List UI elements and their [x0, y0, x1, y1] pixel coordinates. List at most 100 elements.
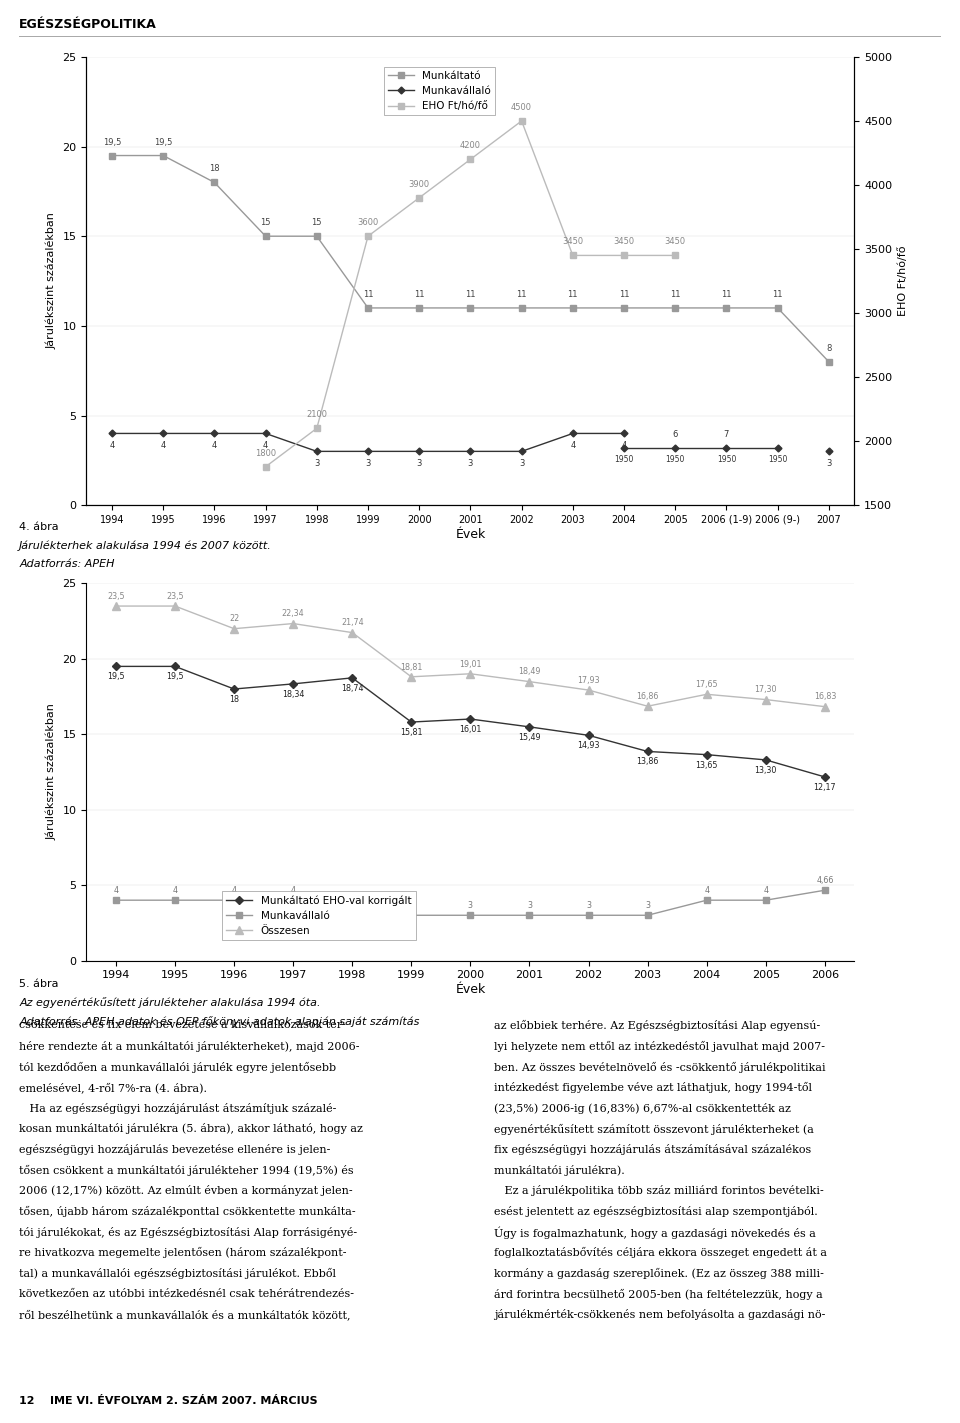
Text: 12,17: 12,17 [813, 783, 836, 793]
Text: 3: 3 [468, 901, 473, 909]
Text: 3: 3 [409, 901, 414, 909]
Text: 3: 3 [314, 458, 320, 468]
Text: 4: 4 [212, 441, 217, 450]
Text: Ez a járulékpolitika több száz milliárd forintos bevételki-: Ez a járulékpolitika több száz milliárd … [494, 1185, 824, 1197]
Text: 4: 4 [263, 441, 268, 450]
Text: 3450: 3450 [664, 238, 685, 246]
Text: 1800: 1800 [255, 448, 276, 458]
Text: következően az utóbbi intézkedésnél csak tehérátrendezés-: következően az utóbbi intézkedésnél csak… [19, 1289, 354, 1299]
Text: 19,5: 19,5 [166, 673, 183, 682]
Text: 4: 4 [763, 887, 768, 895]
Text: 15: 15 [260, 218, 271, 228]
Text: 21,74: 21,74 [341, 619, 364, 628]
Text: 3: 3 [645, 901, 650, 909]
Text: 11: 11 [363, 290, 373, 299]
X-axis label: Évek: Évek [455, 528, 486, 541]
Text: 11: 11 [721, 290, 732, 299]
X-axis label: Évek: Évek [455, 983, 486, 996]
Text: tól kezdődően a munkavállalói járulék egyre jelentősebb: tól kezdődően a munkavállalói járulék eg… [19, 1062, 336, 1073]
Text: 4: 4 [113, 887, 118, 895]
Text: 17,65: 17,65 [695, 680, 718, 689]
Text: 19,5: 19,5 [154, 138, 173, 147]
Text: 4. ábra: 4. ábra [19, 522, 59, 532]
Text: egészségügyi hozzájárulás bevezetése ellenére is jelen-: egészségügyi hozzájárulás bevezetése ell… [19, 1144, 330, 1155]
Text: Ha az egészségügyi hozzájárulást átszámítjuk százalé-: Ha az egészségügyi hozzájárulást átszámí… [19, 1103, 337, 1114]
Text: 1950: 1950 [768, 454, 787, 464]
Text: 3: 3 [468, 458, 473, 468]
Text: 18: 18 [209, 165, 220, 174]
Text: 4: 4 [160, 441, 166, 450]
Text: 12    IME VI. ÉVFOLYAM 2. SZÁM 2007. MÁRCIUS: 12 IME VI. ÉVFOLYAM 2. SZÁM 2007. MÁRCIU… [19, 1396, 318, 1406]
Text: 3: 3 [417, 458, 421, 468]
Legend: Munkáltató EHO-val korrigált, Munkavállaló, Összesen: Munkáltató EHO-val korrigált, Munkaválla… [222, 891, 416, 941]
Text: tal) a munkavállalói egészségbiztosítási járulékot. Ebből: tal) a munkavállalói egészségbiztosítási… [19, 1268, 336, 1279]
Text: Adatforrás: APEH adatok és OEP főkönyvi adatok alapján saját számítás: Adatforrás: APEH adatok és OEP főkönyvi … [19, 1016, 420, 1027]
Y-axis label: Járulékszint százalékban: Járulékszint százalékban [46, 703, 57, 841]
Text: 16,83: 16,83 [814, 693, 836, 702]
Text: 15,81: 15,81 [400, 729, 422, 737]
Text: Adatforrás: APEH: Adatforrás: APEH [19, 559, 114, 569]
Text: 22,34: 22,34 [282, 609, 304, 618]
Text: 13,86: 13,86 [636, 757, 659, 767]
Text: 11: 11 [773, 290, 782, 299]
Text: 11: 11 [466, 290, 475, 299]
Text: 18,74: 18,74 [341, 684, 364, 693]
Text: 17,93: 17,93 [577, 676, 600, 684]
Text: 13,65: 13,65 [695, 761, 718, 770]
Text: 4: 4 [621, 441, 627, 450]
Text: járulékmérték-csökkenés nem befolyásolta a gazdasági nö-: járulékmérték-csökkenés nem befolyásolta… [494, 1309, 826, 1321]
Text: 15,49: 15,49 [518, 733, 540, 741]
Text: Az egyenértékűsített járulékteher alakulása 1994 óta.: Az egyenértékűsített járulékteher alakul… [19, 998, 321, 1009]
Text: egyenértékűsített számított összevont járulékterheket (a: egyenértékűsített számított összevont já… [494, 1124, 814, 1134]
Text: 3: 3 [827, 458, 831, 468]
Text: 11: 11 [567, 290, 578, 299]
Text: 16,01: 16,01 [459, 726, 482, 734]
Text: 18: 18 [229, 694, 239, 704]
Text: 23,5: 23,5 [166, 592, 183, 601]
Text: 3450: 3450 [613, 238, 635, 246]
Text: 11: 11 [516, 290, 527, 299]
Text: 1950: 1950 [717, 454, 736, 464]
Text: 7: 7 [724, 430, 729, 438]
Text: 4: 4 [231, 887, 236, 895]
Text: 18,81: 18,81 [400, 663, 422, 672]
Text: esést jelentett az egészségbiztosítási alap szempontjából.: esést jelentett az egészségbiztosítási a… [494, 1207, 818, 1217]
Text: 3: 3 [527, 901, 532, 909]
Text: 2006 (12,17%) között. Az elmúlt évben a kormányzat jelen-: 2006 (12,17%) között. Az elmúlt évben a … [19, 1185, 353, 1197]
Text: 19,01: 19,01 [459, 659, 482, 669]
Text: lyi helyzete nem ettől az intézkedéstől javulhat majd 2007-: lyi helyzete nem ettől az intézkedéstől … [494, 1042, 826, 1052]
Text: 18,34: 18,34 [282, 690, 304, 699]
Text: csökkentése és fix elem bevezetése a kisvállalkozások ter-: csökkentése és fix elem bevezetése a kis… [19, 1020, 346, 1030]
Text: 3900: 3900 [409, 179, 430, 189]
Text: 3: 3 [586, 901, 591, 909]
Text: 22: 22 [229, 615, 239, 623]
Text: tősen, újabb három százalékponttal csökkentette munkálta-: tősen, újabb három százalékponttal csökk… [19, 1207, 356, 1217]
Text: emelésével, 4-ről 7%-ra (4. ábra).: emelésével, 4-ről 7%-ra (4. ábra). [19, 1083, 207, 1093]
Text: foglalkoztatásbővítés céljára ekkora összeget engedett át a: foglalkoztatásbővítés céljára ekkora öss… [494, 1247, 828, 1258]
Text: kosan munkáltatói járulékra (5. ábra), akkor látható, hogy az: kosan munkáltatói járulékra (5. ábra), a… [19, 1124, 363, 1134]
Text: 2100: 2100 [306, 410, 327, 420]
Text: Úgy is fogalmazhatunk, hogy a gazdasági növekedés és a: Úgy is fogalmazhatunk, hogy a gazdasági … [494, 1227, 816, 1239]
Text: 13,30: 13,30 [755, 766, 777, 776]
Y-axis label: Járulékszint százalékban: Járulékszint százalékban [46, 212, 57, 350]
Text: 19,5: 19,5 [103, 138, 121, 147]
Text: (23,5%) 2006-ig (16,83%) 6,67%-al csökkentették az: (23,5%) 2006-ig (16,83%) 6,67%-al csökke… [494, 1103, 791, 1114]
Text: intézkedést figyelembe véve azt láthatjuk, hogy 1994-től: intézkedést figyelembe véve azt láthatju… [494, 1083, 812, 1093]
Text: ről beszélhetünk a munkavállalók és a munkáltatók között,: ről beszélhetünk a munkavállalók és a mu… [19, 1309, 350, 1321]
Text: 18,49: 18,49 [518, 667, 540, 676]
Text: 16,86: 16,86 [636, 692, 659, 702]
Text: 4: 4 [173, 887, 178, 895]
Text: 4500: 4500 [511, 102, 532, 112]
Text: 15: 15 [312, 218, 322, 228]
Text: 4200: 4200 [460, 141, 481, 151]
Text: fix egészségügyi hozzájárulás átszámításával százalékos: fix egészségügyi hozzájárulás átszámítás… [494, 1144, 811, 1155]
Text: 4: 4 [570, 441, 575, 450]
Text: kormány a gazdaság szereplőinek. (Ez az összeg 388 milli-: kormány a gazdaság szereplőinek. (Ez az … [494, 1268, 825, 1279]
Text: 14,93: 14,93 [577, 741, 600, 750]
Text: 23,5: 23,5 [108, 592, 125, 601]
Text: 6: 6 [673, 430, 678, 438]
Text: 3600: 3600 [357, 218, 378, 228]
Text: 4: 4 [291, 887, 296, 895]
Text: 4: 4 [705, 887, 709, 895]
Text: Járulékterhek alakulása 1994 és 2007 között.: Járulékterhek alakulása 1994 és 2007 köz… [19, 541, 272, 551]
